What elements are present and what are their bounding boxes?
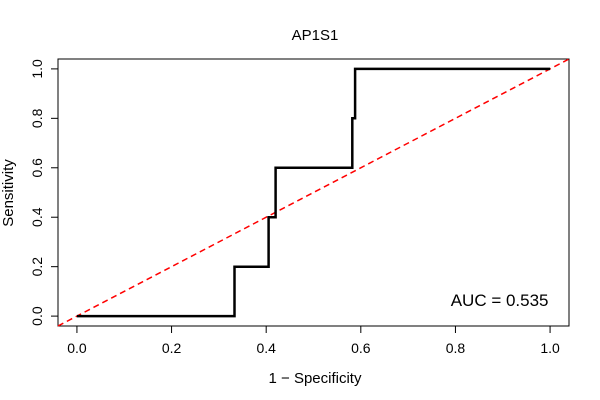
- chart-title: AP1S1: [292, 27, 339, 44]
- roc-curve-line: [76, 67, 551, 318]
- x-axis: 0.0 0.2 0.4 0.6 0.8 1.0: [67, 325, 560, 356]
- y-tick-label: 1.0: [29, 59, 45, 79]
- x-tick-label: 0.2: [162, 340, 182, 356]
- x-axis-title: 1 − Specificity: [269, 370, 362, 387]
- y-tick-label: 0.2: [29, 257, 45, 277]
- y-tick-label: 0.6: [29, 158, 45, 178]
- x-tick-label: 0.8: [446, 340, 466, 356]
- y-tick-label: 0.0: [29, 306, 45, 326]
- x-tick-label: 1.0: [540, 340, 560, 356]
- chance-diagonal-line: [57, 58, 570, 327]
- y-tick-label: 0.8: [29, 108, 45, 128]
- auc-annotation: AUC = 0.535: [451, 291, 549, 310]
- x-tick-label: 0.4: [256, 340, 276, 356]
- x-tick-label: 0.6: [351, 340, 371, 356]
- y-axis-title: Sensitivity: [0, 159, 17, 227]
- y-axis: 0.0 0.2 0.4 0.6 0.8 1.0: [29, 59, 59, 326]
- series-layer: [57, 58, 570, 327]
- x-tick-label: 0.0: [67, 340, 87, 356]
- y-tick-label: 0.4: [29, 207, 45, 227]
